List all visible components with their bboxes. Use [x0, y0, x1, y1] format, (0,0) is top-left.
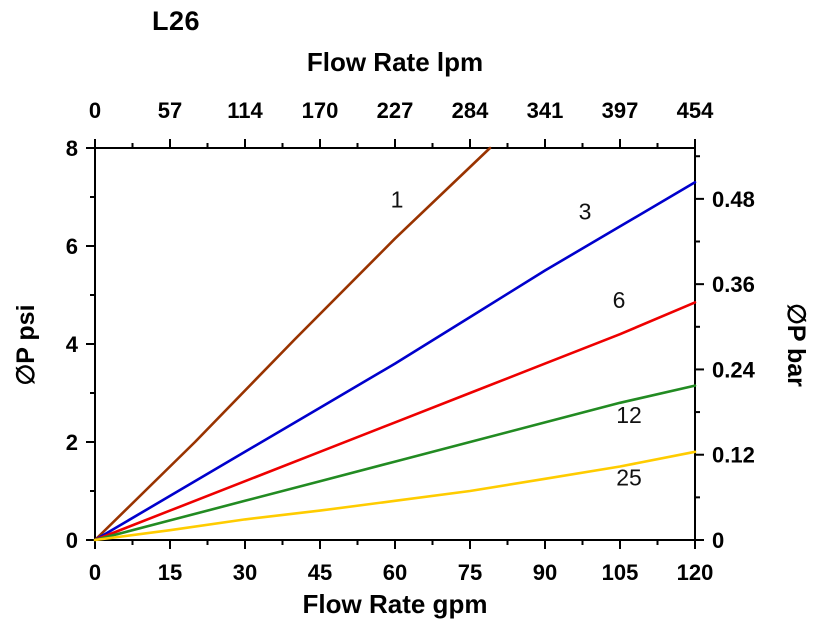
series-line-12 [93, 384, 697, 542]
bottom-tick-label: 105 [602, 560, 639, 585]
series-label-25: 25 [616, 464, 642, 490]
series-line-1 [93, 146, 492, 542]
right-tick-label: 0.48 [712, 187, 755, 212]
top-tick-label: 57 [158, 98, 182, 123]
top-tick-label: 284 [452, 98, 489, 123]
left-tick-label: 4 [66, 332, 79, 357]
right-tick-label: 0 [712, 528, 724, 553]
series-line-25 [93, 450, 697, 542]
bottom-tick-label: 60 [383, 560, 407, 585]
right-tick-label: 0.24 [712, 357, 756, 382]
left-tick-label: 8 [66, 136, 78, 161]
top-tick-label: 454 [677, 98, 714, 123]
top-axis-title: Flow Rate lpm [306, 47, 484, 77]
bottom-tick-label: 90 [533, 560, 557, 585]
left-tick-label: 6 [66, 234, 78, 259]
series-label-3: 3 [579, 199, 592, 225]
top-tick-label: 397 [602, 98, 639, 123]
left-tick-label: 0 [66, 528, 78, 553]
bottom-tick-label: 45 [308, 560, 332, 585]
bottom-tick-label: 15 [158, 560, 182, 585]
top-tick-label: 341 [527, 98, 564, 123]
top-tick-label: 0 [89, 98, 101, 123]
top-tick-label: 227 [377, 98, 414, 123]
bottom-tick-label: 120 [677, 560, 714, 585]
bottom-tick-label: 75 [458, 560, 482, 585]
bottom-axis-title: Flow Rate gpm [302, 589, 488, 619]
series-line-3 [93, 181, 697, 542]
chart-title: L26 [152, 6, 201, 36]
bottom-tick-label: 0 [89, 560, 101, 585]
top-tick-label: 114 [227, 98, 263, 123]
right-tick-label: 0.36 [712, 272, 755, 297]
top-tick-label: 170 [302, 98, 339, 123]
series-label-12: 12 [616, 402, 642, 428]
right-tick-label: 0.12 [712, 443, 755, 468]
left-tick-label: 2 [66, 430, 78, 455]
series-label-1: 1 [391, 186, 404, 212]
series-line-6 [93, 301, 697, 542]
bottom-tick-label: 30 [233, 560, 257, 585]
series-label-6: 6 [613, 287, 626, 313]
